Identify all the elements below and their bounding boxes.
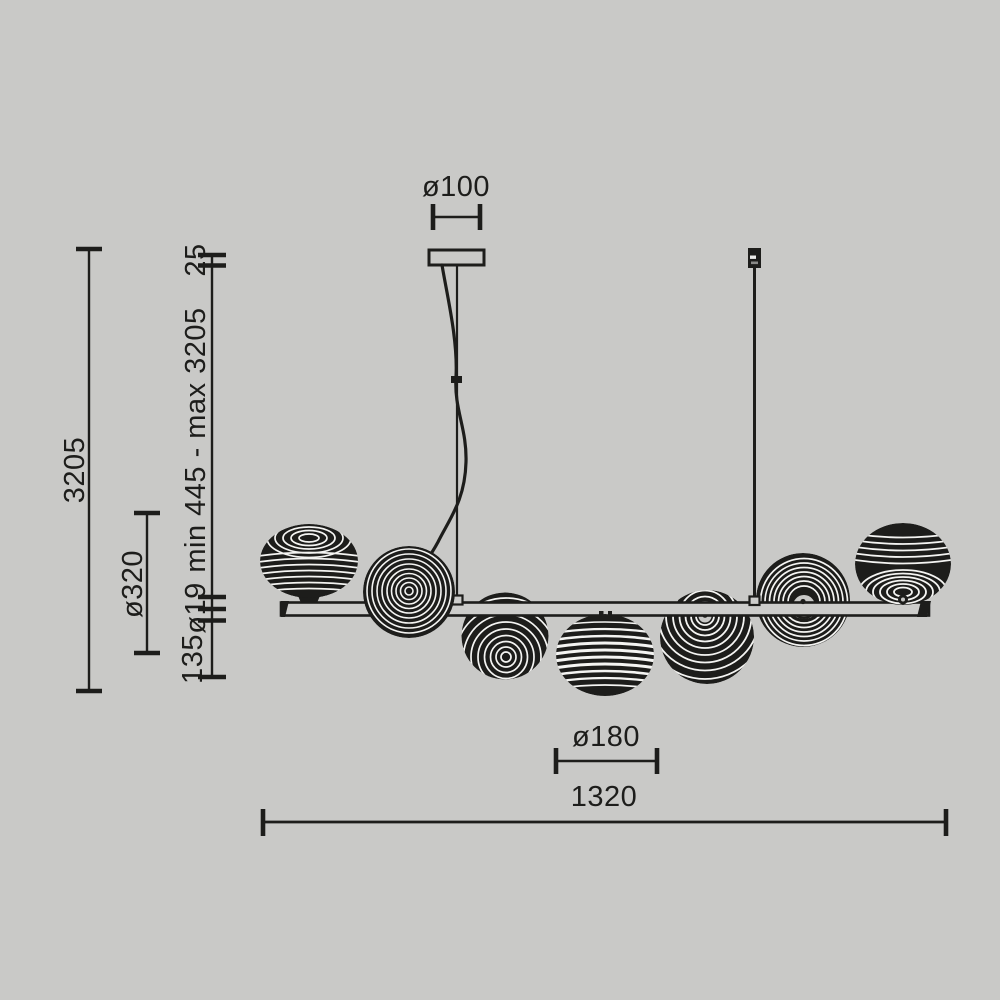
cable-clamp [451, 376, 462, 383]
dim-bar-diameter-label: ø19 [180, 582, 212, 633]
dim-overall-height [76, 246, 102, 694]
bar-joint-right [748, 595, 761, 607]
dim-small-shade-diameter [553, 748, 660, 774]
shade-5 [660, 590, 754, 684]
shade-1 [260, 524, 358, 598]
dim-stacked-column [198, 252, 226, 680]
dim-canopy-diameter-label: ø100 [422, 171, 490, 203]
dim-canopy-height-label: 25 [180, 243, 212, 276]
dim-large-shade-diameter-label: ø320 [117, 550, 149, 618]
bar-left-cap [281, 601, 289, 617]
ceiling-canopy [427, 248, 486, 267]
shade-2 [363, 546, 455, 638]
ceiling-fitting-right [748, 248, 761, 268]
dim-suspension-range-label: min 445 - max 3205 [180, 307, 212, 572]
bar-right-cap [917, 601, 931, 617]
shade-6-knob [800, 598, 806, 605]
dim-bottom-offset-label: 135 [177, 634, 209, 684]
power-cable [406, 263, 468, 586]
dim-overall-length-label: 1320 [571, 781, 638, 813]
dim-canopy-diameter [430, 204, 483, 230]
dim-small-shade-diameter-label: ø180 [572, 721, 640, 753]
dim-overall-height-label: 3205 [59, 437, 91, 504]
shade-7-knob [898, 594, 908, 605]
dim-overall-length [260, 809, 949, 836]
dim-large-shade-diameter [134, 510, 160, 656]
shade-4 [556, 614, 654, 696]
